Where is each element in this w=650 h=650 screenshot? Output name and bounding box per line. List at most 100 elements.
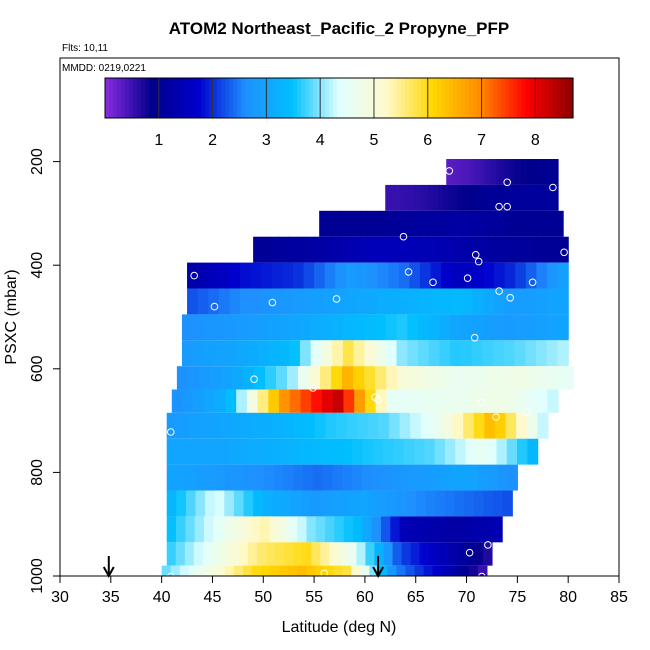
curtain-cell: [419, 236, 429, 263]
colorbar-swatch: [445, 78, 450, 118]
curtain-cell: [166, 542, 177, 566]
curtain-cell: [419, 262, 432, 289]
sample-point: [309, 384, 317, 392]
colorbar-swatch: [265, 78, 270, 118]
curtain-cell: [346, 210, 354, 237]
colorbar-swatch: [289, 78, 294, 118]
colorbar-swatch: [133, 78, 138, 118]
curtain-cell: [334, 516, 345, 543]
curtain-cell: [455, 438, 467, 465]
colorbar-swatch: [513, 78, 518, 118]
curtain-cell: [394, 184, 401, 211]
curtain-cell: [436, 516, 447, 543]
curtain-cell: [441, 262, 453, 289]
colorbar: [105, 78, 574, 118]
colorbar-swatch: [553, 78, 558, 118]
curtain-cell: [378, 565, 389, 576]
colorbar-swatch: [253, 78, 258, 118]
curtain-cell: [525, 389, 538, 413]
colorbar-swatch: [521, 78, 526, 118]
curtain-cell: [399, 412, 411, 439]
curtain-cell: [272, 412, 284, 439]
colorbar-swatch: [365, 78, 370, 118]
curtain-cell: [287, 516, 298, 543]
curtain-cell: [444, 438, 456, 465]
curtain-cell: [243, 490, 254, 517]
curtain-cell: [278, 314, 290, 341]
curtain-cell: [240, 412, 253, 439]
curtain-cell: [234, 464, 246, 491]
colorbar-swatch: [245, 78, 250, 118]
curtain-cell: [332, 210, 341, 237]
colorbar-swatch: [325, 78, 330, 118]
curtain-cell: [515, 262, 527, 289]
curtain-cell: [268, 389, 280, 413]
y-tick-label: 200: [29, 148, 46, 175]
curtain-cell: [321, 314, 333, 341]
curtain-cell: [241, 516, 252, 543]
curtain-cell: [272, 490, 283, 517]
curtain-cell: [249, 438, 261, 465]
curtain-cell: [270, 236, 280, 263]
colorbar-swatch: [417, 78, 422, 118]
curtain-cell: [452, 366, 464, 390]
curtain-cell: [367, 412, 380, 439]
curtain-cell: [496, 438, 508, 465]
curtain-cell: [480, 159, 485, 185]
curtain-cell: [450, 389, 463, 413]
curtain-cell: [557, 314, 569, 341]
curtain-cell: [483, 288, 495, 315]
curtain-cell: [514, 314, 526, 341]
curtain-cell: [440, 389, 452, 413]
curtain-cell: [209, 366, 222, 390]
curtain-cell: [529, 210, 537, 237]
curtain-cell: [331, 438, 343, 465]
curtain-cell: [454, 210, 463, 237]
flights-label: Flts: 10,11: [62, 43, 108, 54]
curtain-cell: [205, 464, 217, 491]
colorbar-swatch: [481, 78, 486, 118]
curtain-cell: [430, 288, 442, 315]
curtain-cell: [385, 340, 398, 367]
curtain-cell: [429, 389, 441, 413]
curtain-cell: [367, 288, 379, 315]
curtain-cell: [269, 516, 280, 543]
curtain-cell: [462, 262, 474, 289]
colorbar-swatch: [433, 78, 438, 118]
curtain-cell: [218, 262, 230, 289]
curtain-cell: [288, 565, 298, 576]
curtain-cell: [253, 490, 264, 517]
colorbar-swatch: [369, 78, 374, 118]
colorbar-swatch: [441, 78, 446, 118]
colorbar-swatch: [401, 78, 406, 118]
sample-point: [503, 178, 512, 187]
sample-point: [250, 375, 258, 384]
colorbar-swatch: [405, 78, 410, 118]
x-tick-label: 65: [407, 589, 425, 606]
curtain-cell: [304, 412, 316, 439]
curtain-cell: [428, 314, 441, 341]
colorbar-swatch: [313, 78, 318, 118]
curtain-cell: [530, 159, 534, 185]
curtain-cell: [314, 236, 324, 263]
curtain-cell: [388, 262, 400, 289]
curtain-cell: [282, 288, 294, 315]
curtain-cell: [397, 490, 408, 517]
curtain-cell: [435, 490, 446, 517]
curtain-cell: [418, 516, 429, 543]
sample-point: [560, 248, 568, 257]
curtain-cell: [484, 412, 496, 439]
curtain-cell: [400, 210, 408, 237]
curtain-cell: [238, 542, 249, 566]
curtain-cell: [253, 236, 263, 263]
curtain-cell: [410, 412, 422, 439]
sample-point: [399, 232, 408, 241]
curtain-cell: [333, 565, 343, 576]
curtain-cell: [389, 412, 401, 439]
curtain-cell: [505, 184, 511, 211]
curtain-cell: [233, 490, 245, 517]
colorbar-swatch: [373, 78, 378, 118]
curtain-cell: [306, 516, 317, 543]
curtain-cell: [441, 288, 453, 315]
curtain-cell: [198, 412, 210, 439]
